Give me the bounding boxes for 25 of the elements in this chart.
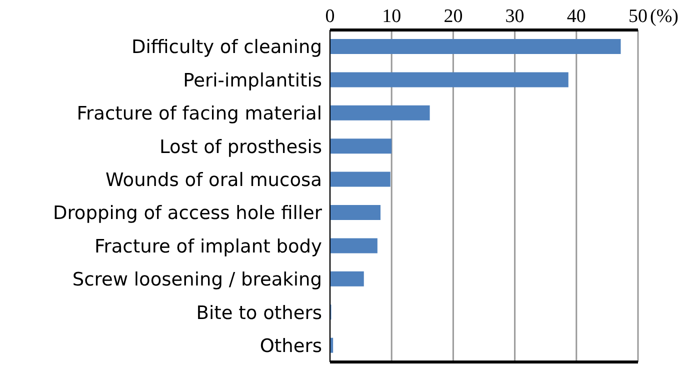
y-tick-label: Others — [260, 336, 322, 357]
bar — [330, 271, 364, 286]
bar — [330, 138, 392, 154]
bar — [330, 105, 430, 120]
y-tick-label: Peri-implantitis — [183, 70, 322, 92]
y-tick-label: Screw loosening / breaking — [72, 270, 322, 291]
bar — [330, 238, 378, 254]
y-tick-label: Fracture of facing material — [76, 104, 322, 125]
y-tick-label: Fracture of implant body — [94, 236, 322, 258]
bar — [330, 39, 621, 54]
x-tick-label: 40 — [566, 6, 586, 27]
x-tick-label: 10 — [382, 6, 402, 27]
x-tick-label: 30 — [505, 6, 524, 27]
bar — [330, 205, 381, 220]
x-tick-label: 0 — [325, 6, 335, 27]
x-tick-label: 20 — [444, 6, 463, 27]
x-tick-label: 50 — [628, 6, 648, 27]
bar — [330, 72, 568, 88]
x-axis-title: (%) — [650, 6, 678, 27]
y-tick-label: Dropping of access hole filler — [52, 203, 322, 224]
y-tick-label: Bite to others — [196, 302, 322, 324]
y-tick-label: Lost of prosthesis — [160, 136, 322, 158]
bar — [330, 172, 390, 187]
y-tick-label: Wounds of oral mucosa — [106, 170, 322, 191]
y-tick-label: Difficulty of cleaning — [132, 37, 322, 58]
